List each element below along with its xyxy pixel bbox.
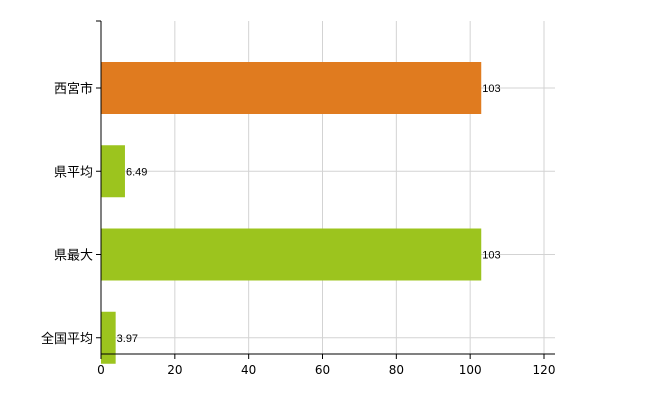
x-tick-label: 120 (533, 363, 556, 377)
bar (101, 311, 116, 364)
data-label: 3.97 (117, 333, 138, 345)
category-label: 全国平均 (41, 331, 93, 347)
x-tick-label: 80 (389, 363, 404, 377)
category-label: 県平均 (54, 165, 93, 180)
data-label: 103 (482, 250, 500, 262)
data-label: 103 (482, 83, 500, 95)
x-tick-label: 60 (315, 363, 330, 377)
bar (101, 228, 482, 281)
category-label: 西宮市 (54, 81, 93, 97)
bar (101, 62, 482, 114)
category-label: 県最大 (54, 249, 93, 264)
axes (100, 21, 555, 355)
labels: 0 20 40 60 80 100 120 西宮市 103 県平均 6.49 県最大 103 全国平均 3.… (41, 20, 556, 377)
bar (101, 145, 125, 198)
x-tick-label: 40 (241, 363, 256, 377)
data-label: 6.49 (126, 166, 147, 178)
x-tick-label: 100 (459, 363, 482, 377)
bars (101, 62, 482, 364)
x-tick-label: 20 (167, 363, 182, 377)
x-tick-label: 0 (97, 363, 105, 377)
